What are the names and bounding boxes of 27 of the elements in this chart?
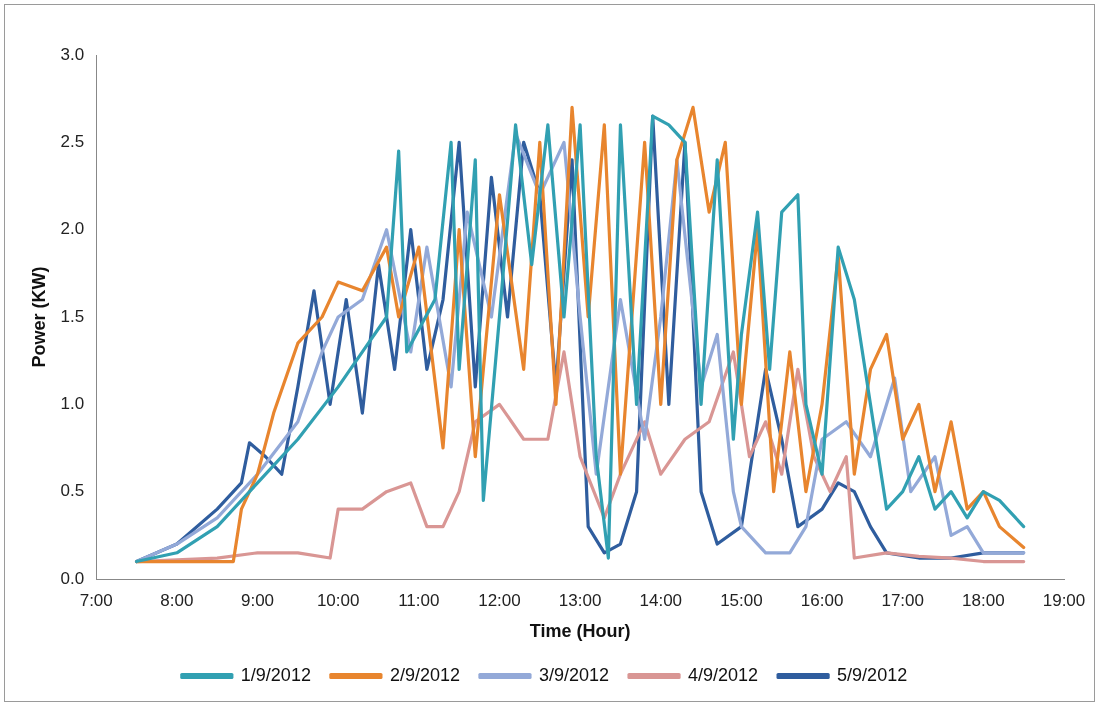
y-axis-title: Power (KW) — [28, 266, 49, 368]
legend-label: 3/9/2012 — [538, 664, 610, 685]
x-tick-label: 9:00 — [240, 590, 275, 610]
y-tick-label: 2.5 — [60, 132, 85, 152]
x-tick-label: 13:00 — [558, 590, 602, 610]
legend-label: 1/9/2012 — [240, 664, 311, 685]
x-tick-label: 11:00 — [398, 590, 440, 610]
y-tick-label: 1.0 — [60, 394, 85, 414]
x-axis-title: Time (Hour) — [529, 621, 631, 642]
legend-label: 5/9/2012 — [837, 664, 908, 685]
y-tick-label: 1.5 — [60, 306, 85, 326]
y-tick-label: 0.5 — [60, 481, 85, 501]
legend-label: 4/9/2012 — [688, 664, 759, 685]
x-tick-label: 8:00 — [160, 590, 194, 610]
y-tick-label: 2.0 — [60, 219, 85, 239]
x-tick-label: 17:00 — [881, 590, 924, 610]
x-tick-label: 16:00 — [800, 590, 844, 610]
x-tick-label: 19:00 — [1042, 590, 1086, 610]
x-tick-label: 12:00 — [478, 590, 521, 610]
y-tick-label: 0.0 — [60, 568, 85, 588]
x-tick-label: 10:00 — [316, 590, 360, 610]
x-tick-label: 14:00 — [639, 590, 683, 610]
x-tick-label: 7:00 — [79, 590, 113, 610]
x-tick-label: 15:00 — [720, 590, 763, 610]
legend-label: 2/9/2012 — [389, 664, 460, 685]
y-tick-label: 3.0 — [60, 44, 85, 64]
x-tick-label: 18:00 — [962, 590, 1005, 610]
